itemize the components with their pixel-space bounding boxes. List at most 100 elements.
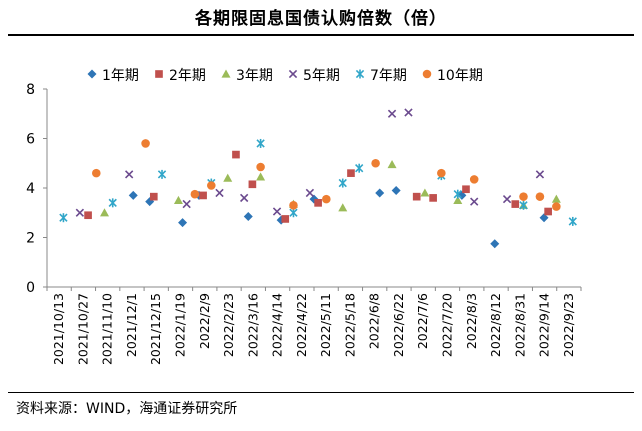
diamond-marker xyxy=(87,69,97,79)
data-point-circle xyxy=(190,189,200,199)
data-point-diamond xyxy=(178,218,188,228)
data-point-circle xyxy=(141,139,150,148)
data-point-triangle xyxy=(173,195,183,204)
legend-label: 3年期 xyxy=(236,68,273,84)
legend-item: 2年期 xyxy=(155,68,206,84)
source-divider xyxy=(8,392,634,393)
x-tick-label: 2022/9/14 xyxy=(537,293,552,357)
x-tick-label: 2022/6/8 xyxy=(367,293,382,349)
x-stroke xyxy=(272,207,282,216)
legend-label: 2年期 xyxy=(169,68,206,84)
y-tick-label: 8 xyxy=(26,82,35,98)
legend-item: 1年期 xyxy=(87,68,139,84)
data-point-square xyxy=(412,192,421,201)
legend-item: 3年期 xyxy=(221,68,273,84)
data-point-asterisk xyxy=(338,178,347,188)
data-point-x xyxy=(502,194,512,204)
x-tick-label: 2022/7/6 xyxy=(415,293,430,349)
x-tick-labels: 2021/10/13 2021/10/27 2021/11/10 2021/12/1 2… xyxy=(51,293,576,365)
y-tick-labels: 0 2 4 6 8 xyxy=(26,82,35,296)
data-point-square xyxy=(232,150,240,159)
data-point-square xyxy=(149,192,158,201)
x-tick-label: 2021/12/15 xyxy=(148,293,163,365)
x-stroke xyxy=(502,194,512,204)
x-tick-label: 2022/4/14 xyxy=(270,293,285,357)
x-stroke xyxy=(305,188,315,198)
data-point-circle xyxy=(207,181,216,190)
data-point-triangle xyxy=(338,203,348,212)
data-point-circle xyxy=(469,175,479,184)
data-point-triangle xyxy=(551,194,561,203)
y-tick-label: 2 xyxy=(26,231,35,247)
data-point-circle xyxy=(371,158,380,168)
y-tick-label: 4 xyxy=(26,181,35,197)
data-point-asterisk xyxy=(256,138,265,148)
data-point-circle xyxy=(289,201,298,210)
data-point-square xyxy=(84,211,92,220)
x-stroke xyxy=(240,193,249,203)
x-stroke xyxy=(288,69,298,79)
legend-label: 7年期 xyxy=(370,68,407,84)
data-point-square xyxy=(347,169,355,177)
data-point-triangle xyxy=(256,172,266,181)
legend-label: 1年期 xyxy=(102,68,139,84)
x-stroke xyxy=(404,108,413,117)
legend-item: 10年期 xyxy=(422,68,483,84)
data-point-triangle xyxy=(223,173,233,182)
data-point-x xyxy=(535,170,545,179)
title-divider xyxy=(8,34,634,36)
x-stroke xyxy=(387,109,397,118)
data-point-square xyxy=(281,215,290,223)
data-point-x xyxy=(305,188,315,198)
data-point-asterisk xyxy=(453,189,462,199)
circle-marker xyxy=(422,69,432,79)
x-tick-label: 2021/12/1 xyxy=(124,293,139,357)
x-tick-label: 2022/8/3 xyxy=(464,293,479,349)
triangle-marker xyxy=(221,69,231,78)
x-tick-label: 2021/10/13 xyxy=(51,293,66,365)
data-point-asterisk xyxy=(108,198,117,208)
x-tick-label: 2022/4/22 xyxy=(294,293,309,357)
data-point-asterisk xyxy=(289,208,298,218)
data-point-circle xyxy=(552,202,561,211)
x-stroke xyxy=(75,208,85,217)
data-point-diamond xyxy=(375,188,385,198)
x-tick-label: 2022/9/23 xyxy=(561,293,576,357)
data-point-triangle xyxy=(387,159,397,169)
data-point-circle xyxy=(256,162,265,172)
data-point-x xyxy=(182,199,191,209)
data-point-x xyxy=(272,207,282,216)
data-point-circle xyxy=(437,168,446,178)
x-tick-label: 2022/8/12 xyxy=(488,293,503,357)
x-stroke xyxy=(124,170,134,179)
chart-title: 各期限固息国债认购倍数（倍） xyxy=(195,9,447,29)
data-point-square xyxy=(429,194,437,202)
x-tick-label: 2022/7/20 xyxy=(440,293,455,357)
data-point-asterisk xyxy=(59,213,68,223)
data-point-diamond xyxy=(243,211,253,221)
x-stroke xyxy=(182,199,191,209)
data-point-triangle xyxy=(453,195,463,204)
x-tick-label: 2021/10/27 xyxy=(75,293,90,365)
data-point-square xyxy=(544,207,552,216)
data-point-asterisk xyxy=(157,169,167,179)
data-point-square xyxy=(248,180,257,189)
asterisk-marker xyxy=(355,69,365,79)
x-tick-label: 2022/1/19 xyxy=(173,293,188,357)
series-2 xyxy=(84,150,552,223)
data-point-square xyxy=(462,185,470,194)
y-tick-label: 6 xyxy=(26,132,35,148)
data-point-square xyxy=(199,191,207,200)
legend: 1年期 2年期 3年期 5年期 7年期 10年期 xyxy=(87,68,483,84)
x-marker xyxy=(288,69,298,79)
y-tick-label: 0 xyxy=(26,280,35,296)
data-point-x xyxy=(470,197,479,206)
legend-item: 7年期 xyxy=(355,68,407,84)
x-tick-label: 2022/3/16 xyxy=(245,293,260,357)
data-points xyxy=(59,108,577,249)
data-point-x xyxy=(387,109,397,118)
series-5 xyxy=(59,138,577,226)
data-point-diamond xyxy=(128,190,138,200)
x-tick-label: 2022/8/31 xyxy=(512,293,527,357)
